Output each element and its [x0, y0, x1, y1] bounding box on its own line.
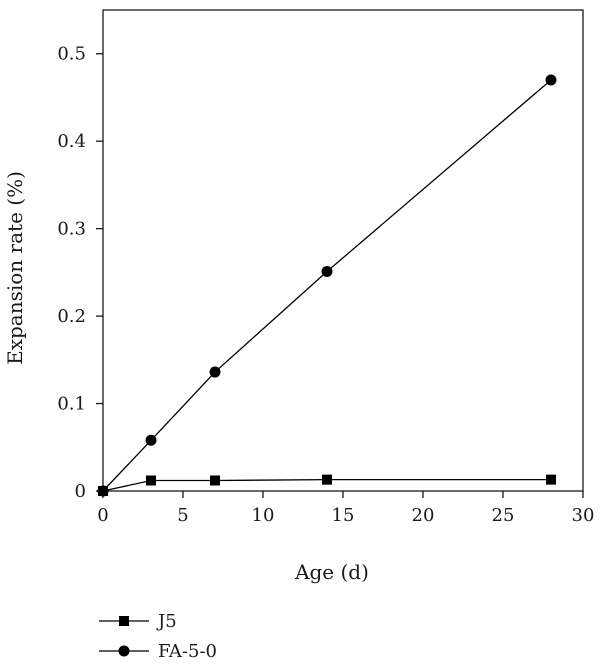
data-point-square: [546, 474, 556, 485]
data-point-square: [210, 475, 220, 486]
series-j5: [98, 474, 556, 496]
axes: 0 5 10 15 20 25 30 0 0.1 0.2 0.3 0.4 0.5: [57, 9, 595, 526]
data-point-circle: [321, 265, 333, 277]
series-layer: [97, 74, 557, 497]
legend-marker-square: [119, 616, 129, 626]
y-tick-label: 0.5: [57, 44, 86, 65]
data-point-circle: [545, 74, 557, 86]
data-point-circle: [145, 434, 157, 446]
series-line: [102, 79, 552, 492]
y-tick-label: 0.2: [57, 306, 86, 327]
x-tick-label: 25: [492, 505, 515, 526]
x-tick-label: 0: [97, 505, 108, 526]
legend-item: FA-5-0: [99, 641, 217, 662]
legend-item: J5: [99, 611, 177, 632]
legend-label: FA-5-0: [158, 641, 217, 662]
data-point-square: [322, 474, 332, 485]
y-tick-label: 0.1: [57, 394, 86, 415]
x-tick-label: 30: [572, 505, 595, 526]
x-tick-label: 5: [177, 505, 188, 526]
y-axis-title: Expansion rate (%): [3, 171, 27, 365]
data-point-square: [146, 475, 156, 486]
x-tick-label: 10: [252, 505, 275, 526]
legend-label: J5: [156, 611, 177, 632]
legend: J5 FA-5-0: [99, 611, 217, 662]
data-point-circle: [209, 366, 221, 378]
y-tick-label: 0.3: [57, 219, 86, 240]
x-tick-label: 15: [332, 505, 355, 526]
plot-frame: [102, 9, 584, 492]
legend-marker-circle: [118, 645, 130, 657]
series-fa-5-0: [97, 74, 557, 497]
y-tick-label: 0.4: [57, 131, 86, 152]
x-tick-label: 20: [412, 505, 435, 526]
data-point-circle: [97, 485, 109, 497]
x-axis-title: Age (d): [294, 560, 369, 584]
y-tick-label: 0: [75, 481, 86, 502]
